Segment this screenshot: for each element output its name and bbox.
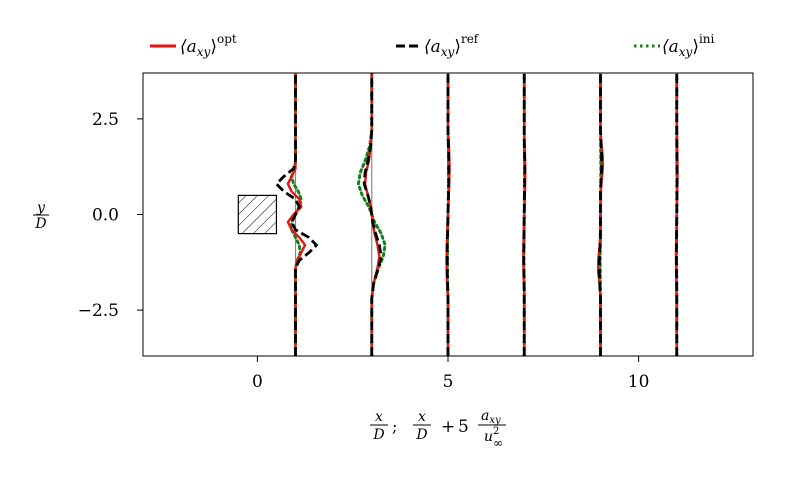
x-tick-label-5: 5 xyxy=(443,372,454,392)
xlabel-plus: + xyxy=(441,417,455,437)
profile-ref-x1 xyxy=(275,73,318,356)
xlabel-frac-den: u xyxy=(484,429,493,445)
legend: ⟨axy⟩opt ⟨axy⟩ref ⟨axy⟩ini xyxy=(150,32,715,59)
y-tick-label-0: 2.5 xyxy=(92,110,119,130)
xlabel-frac-den-sup: 2 xyxy=(493,426,499,437)
legend-label-ini-sub: xy xyxy=(679,45,693,59)
legend-label-ini-close: ⟩ xyxy=(692,37,699,57)
xlabel-second-den: D xyxy=(415,427,427,443)
legend-label-opt-close: ⟩ xyxy=(210,37,217,57)
y-tick-label-1: 0.0 xyxy=(92,206,119,226)
profile-ref-x3 xyxy=(362,73,383,356)
x-axis-label: x D ; x D + 5 axy u 2 ∞ xyxy=(370,408,506,450)
legend-label-opt-sup: opt xyxy=(217,32,237,46)
xlabel-frac-den-sub: ∞ xyxy=(493,436,503,450)
xlabel-first-num: x xyxy=(375,409,383,425)
xlabel-second-num: x xyxy=(418,409,426,425)
legend-item-ref: ⟨axy⟩ref xyxy=(396,32,480,59)
svg-text:⟨axy⟩ref: ⟨axy⟩ref xyxy=(424,32,480,59)
y-axis-label: y D xyxy=(33,200,49,232)
xlabel-frac-den-main: u xyxy=(484,429,493,445)
svg-text:⟨axy⟩ini: ⟨axy⟩ini xyxy=(662,32,715,59)
obstacle-square xyxy=(237,194,278,235)
legend-item-ini: ⟨axy⟩ini xyxy=(634,32,715,59)
xlabel-frac-num-main: a xyxy=(481,408,489,424)
xlabel-coef: 5 xyxy=(458,417,469,437)
ylabel-denominator: D xyxy=(34,216,46,232)
legend-label-ref-close: ⟩ xyxy=(454,37,461,57)
xlabel-frac-num-sub: xy xyxy=(489,415,501,426)
profile-ref-x11 xyxy=(674,73,679,356)
xlabel-frac-num: axy xyxy=(481,408,501,426)
legend-label-ini-sup: ini xyxy=(699,32,715,46)
profile-ref-x9 xyxy=(597,73,604,356)
legend-label-ini-main: ⟨a xyxy=(662,37,679,57)
profile-opt-x7 xyxy=(522,73,527,356)
legend-item-opt: ⟨axy⟩opt xyxy=(150,32,237,59)
profile-ref-x7 xyxy=(522,73,527,356)
profile-opt-x1 xyxy=(286,73,307,356)
ylabel-numerator: y xyxy=(36,200,46,216)
legend-label-ref-sub: xy xyxy=(441,45,455,59)
y-tick-label-2: −2.5 xyxy=(78,301,119,321)
x-axis-ticks: 0 5 10 xyxy=(252,356,649,392)
legend-label-ref-main: ⟨a xyxy=(424,37,441,57)
xlabel-first-den: D xyxy=(372,427,384,443)
y-axis-ticks: 2.5 0.0 −2.5 xyxy=(78,110,143,321)
legend-label-opt-main: ⟨a xyxy=(180,37,197,57)
profile-lines xyxy=(275,73,679,356)
legend-label-opt-sub: xy xyxy=(197,45,211,59)
svg-text:⟨axy⟩opt: ⟨axy⟩opt xyxy=(180,32,237,59)
xlabel-separator: ; xyxy=(392,417,397,436)
profile-ref-x5 xyxy=(445,73,451,356)
legend-label-ref-sup: ref xyxy=(461,32,480,46)
x-tick-label-10: 10 xyxy=(628,372,650,392)
x-tick-label-0: 0 xyxy=(252,372,263,392)
